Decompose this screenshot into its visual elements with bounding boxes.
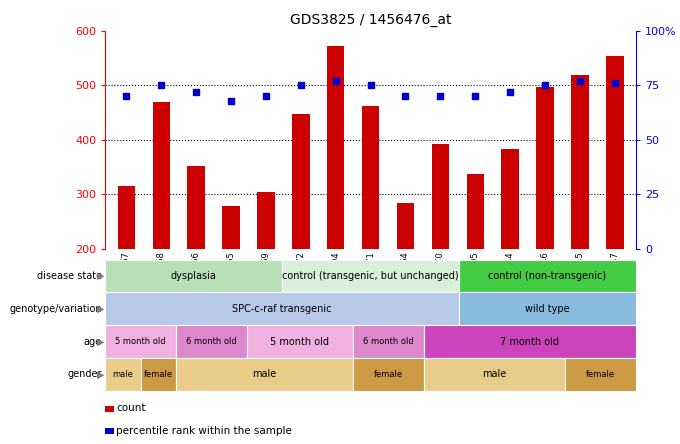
Text: ▶: ▶ [97, 304, 104, 314]
Text: male: male [252, 369, 277, 379]
Text: gender: gender [67, 369, 102, 379]
Bar [432, 144, 449, 357]
Text: ▶: ▶ [97, 271, 104, 281]
Bar [105, 325, 176, 358]
Text: SPC-c-raf transgenic: SPC-c-raf transgenic [233, 304, 332, 314]
Bar [141, 358, 176, 391]
Point [121, 93, 132, 100]
Point [156, 82, 167, 89]
Text: count: count [116, 404, 146, 413]
Text: male: male [113, 370, 133, 379]
Text: male: male [482, 369, 507, 379]
Point [505, 88, 515, 95]
Bar [247, 325, 353, 358]
Point [540, 82, 551, 89]
Bar [565, 358, 636, 391]
Text: 6 month old: 6 month old [186, 337, 237, 346]
Point [365, 82, 376, 89]
Title: GDS3825 / 1456476_at: GDS3825 / 1456476_at [290, 13, 452, 27]
Bar [537, 87, 554, 357]
Text: genotype/variation: genotype/variation [10, 304, 102, 314]
Bar [459, 293, 636, 325]
Bar [327, 46, 345, 357]
Bar [222, 206, 240, 357]
Point [609, 80, 620, 87]
Bar [353, 358, 424, 391]
Point [400, 93, 411, 100]
Text: percentile rank within the sample: percentile rank within the sample [116, 426, 292, 436]
Text: 5 month old: 5 month old [271, 337, 329, 347]
Bar [292, 114, 309, 357]
Bar [571, 75, 589, 357]
Point [330, 78, 341, 85]
Point [260, 93, 271, 100]
Bar [606, 56, 624, 357]
Bar [257, 191, 275, 357]
Point [575, 78, 585, 85]
Bar [105, 260, 282, 293]
Bar [424, 325, 636, 358]
Text: 6 month old: 6 month old [363, 337, 413, 346]
Bar [353, 325, 424, 358]
Bar [188, 166, 205, 357]
Point [190, 88, 201, 95]
Point [470, 93, 481, 100]
Text: wild type: wild type [525, 304, 570, 314]
Point [226, 97, 237, 104]
Bar [105, 358, 141, 391]
Bar [118, 186, 135, 357]
Bar [466, 174, 484, 357]
Bar [424, 358, 565, 391]
Point [295, 82, 306, 89]
Bar [362, 106, 379, 357]
Bar [176, 358, 353, 391]
Bar [176, 325, 247, 358]
Text: 7 month old: 7 month old [500, 337, 559, 347]
Text: female: female [586, 370, 615, 379]
Text: control (transgenic, but unchanged): control (transgenic, but unchanged) [282, 271, 459, 281]
Bar [152, 102, 170, 357]
Point [435, 93, 446, 100]
Bar [501, 149, 519, 357]
Text: age: age [84, 337, 102, 347]
Text: disease state: disease state [37, 271, 102, 281]
Bar [459, 260, 636, 293]
Text: female: female [374, 370, 403, 379]
Text: control (non-transgenic): control (non-transgenic) [488, 271, 607, 281]
Text: dysplasia: dysplasia [171, 271, 217, 281]
Text: female: female [144, 370, 173, 379]
Bar [105, 293, 459, 325]
Text: ▶: ▶ [97, 369, 104, 379]
Text: ▶: ▶ [97, 337, 104, 347]
Text: 5 month old: 5 month old [116, 337, 166, 346]
Bar [396, 203, 414, 357]
Bar [282, 260, 459, 293]
